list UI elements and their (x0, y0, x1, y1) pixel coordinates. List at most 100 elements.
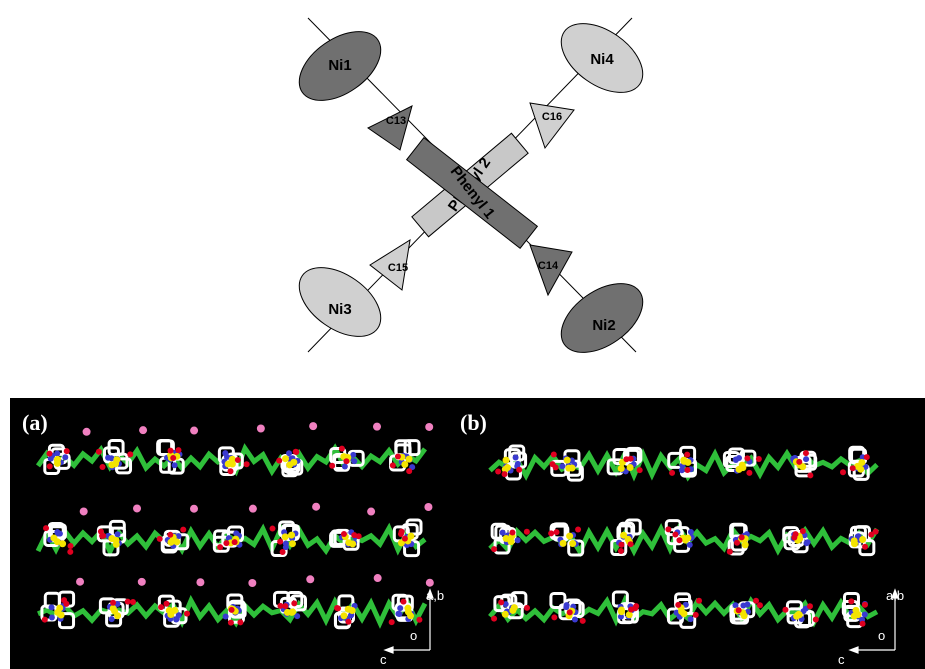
atom (618, 465, 625, 472)
atom (569, 465, 576, 472)
atom (110, 605, 117, 612)
atom (283, 541, 289, 547)
atom (288, 532, 295, 539)
atom (746, 470, 752, 476)
atom (406, 456, 413, 463)
atom (618, 542, 624, 548)
atom (400, 599, 406, 605)
atom (491, 546, 497, 552)
atom (688, 616, 694, 622)
atom (513, 454, 519, 460)
atom (509, 529, 515, 535)
atom (398, 531, 404, 537)
atom (293, 449, 299, 455)
atom (232, 539, 238, 545)
atom (406, 468, 412, 474)
atom (49, 615, 55, 621)
solvent (373, 423, 381, 431)
ni-label: Ni4 (590, 51, 614, 68)
atom (511, 604, 518, 611)
solvent (190, 427, 198, 435)
atom (276, 458, 282, 464)
atom (864, 454, 870, 460)
panel-label: (a) (22, 410, 48, 435)
atom (868, 532, 874, 538)
atom (672, 532, 678, 538)
atom (407, 612, 414, 619)
atom (225, 460, 232, 467)
atom (848, 598, 854, 604)
atom (110, 600, 116, 606)
solvent (306, 575, 314, 583)
atom (503, 457, 510, 464)
atom (500, 530, 506, 536)
atom (157, 536, 163, 542)
atom (732, 602, 738, 608)
atom (282, 455, 289, 462)
atom (57, 531, 63, 537)
axis-label: o (410, 628, 417, 643)
atom (734, 540, 740, 546)
atom (504, 464, 511, 471)
atom (803, 456, 809, 462)
ni-label: Ni1 (328, 57, 351, 74)
atom (580, 618, 586, 624)
atom (495, 468, 501, 474)
atom (158, 604, 164, 610)
solvent (138, 578, 146, 586)
atom (223, 613, 229, 619)
atom (397, 605, 403, 611)
c-triangle (368, 106, 412, 150)
atom (109, 616, 115, 622)
atom (228, 468, 234, 474)
atom (566, 533, 573, 540)
atom (43, 525, 49, 531)
atom (244, 461, 250, 467)
solvent (76, 578, 84, 586)
solvent (425, 423, 433, 431)
atom (862, 611, 868, 617)
atom (502, 611, 509, 618)
atom (627, 464, 634, 471)
atom (857, 466, 864, 473)
atom (852, 607, 859, 614)
atom (56, 604, 63, 611)
atom (680, 457, 687, 464)
solvent (309, 422, 317, 430)
atom (349, 540, 356, 547)
atom (54, 450, 60, 456)
atom (105, 455, 111, 461)
atom (559, 463, 565, 469)
atom (813, 616, 819, 622)
atom (620, 532, 627, 539)
atom (564, 457, 571, 464)
solvent (83, 428, 91, 436)
atom (277, 539, 283, 545)
atom (64, 448, 70, 454)
atom (237, 619, 243, 625)
atom (342, 464, 348, 470)
atom (628, 607, 634, 613)
atom (859, 536, 866, 543)
solvent (249, 505, 257, 513)
atom (108, 535, 115, 542)
c-triangle (530, 103, 574, 148)
atom (167, 532, 173, 538)
atom (113, 456, 120, 463)
solvent (257, 424, 265, 432)
atom (727, 549, 733, 555)
atom (637, 467, 643, 473)
atom (130, 599, 136, 605)
solvent (374, 574, 382, 582)
atom (628, 541, 634, 547)
axis-label: c (838, 652, 845, 667)
atom (356, 533, 362, 539)
atom (862, 602, 868, 608)
atom (515, 537, 521, 543)
atom (736, 607, 742, 613)
atom (524, 605, 530, 611)
atom (757, 602, 763, 608)
atom (229, 607, 235, 613)
atom (270, 526, 276, 532)
atom (351, 458, 357, 464)
